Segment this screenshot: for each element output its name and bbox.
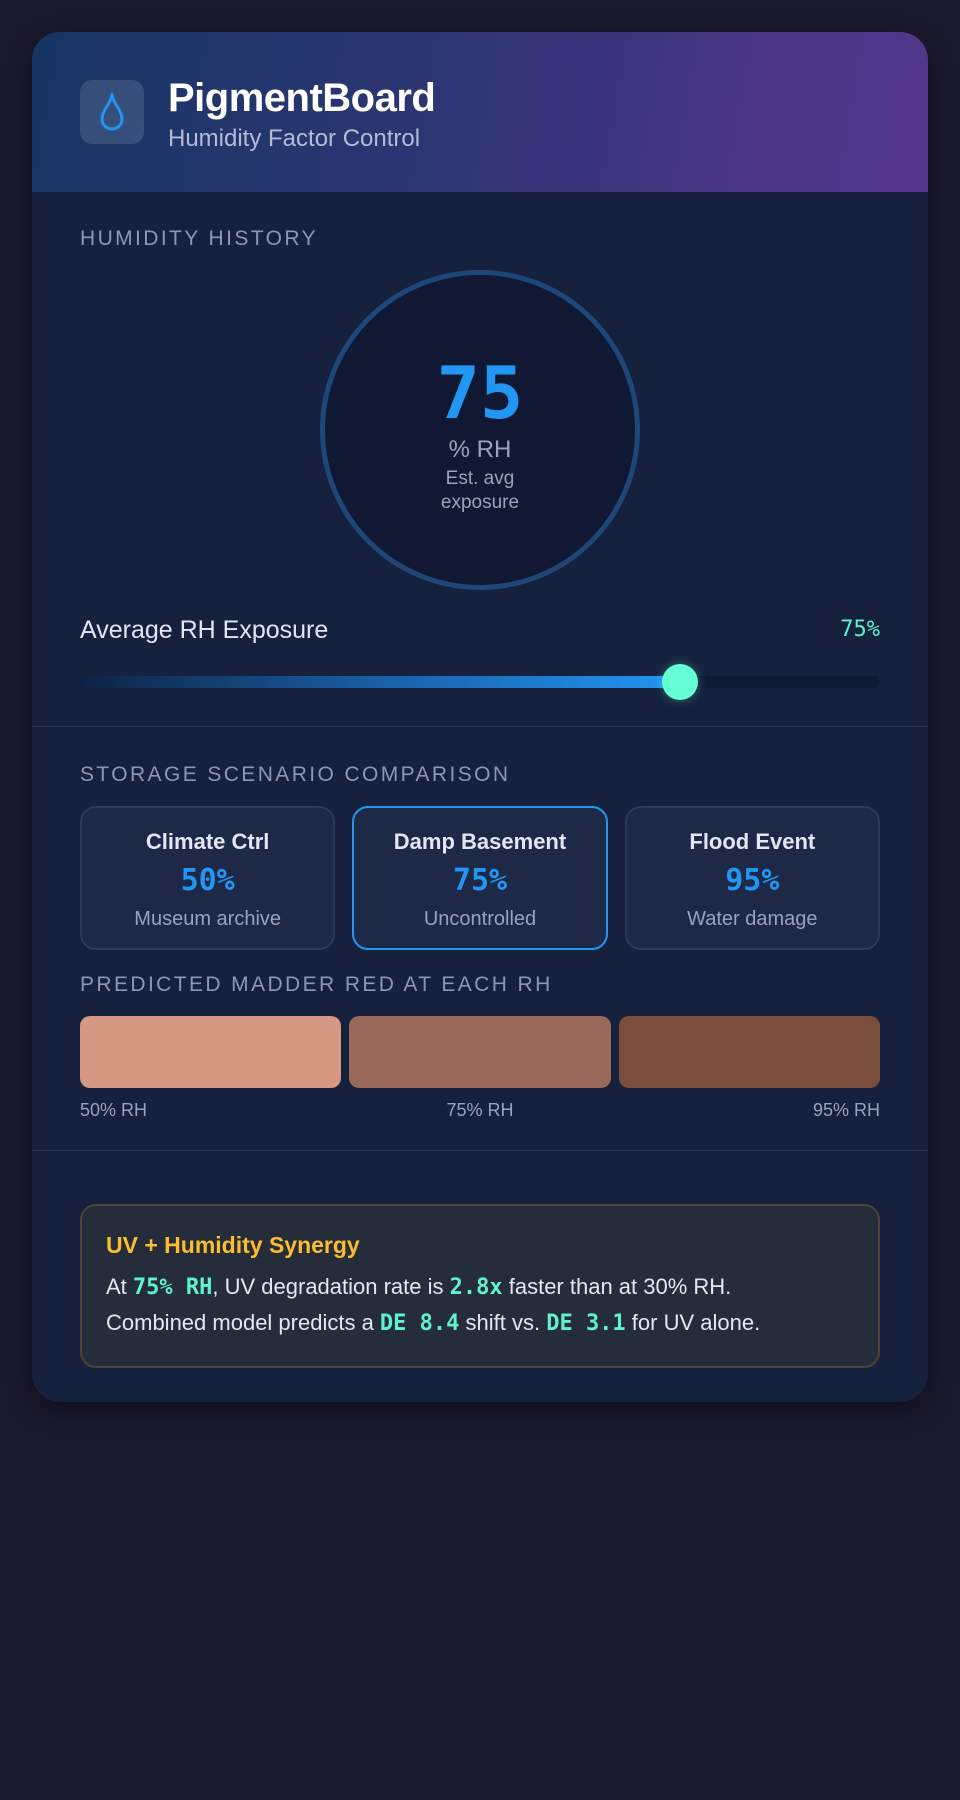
synergy-highlight: 2.8x	[449, 1275, 503, 1300]
synergy-highlight: DE 8.4	[379, 1311, 460, 1336]
rh-slider-fill	[80, 676, 680, 688]
scenario-name: Damp Basement	[393, 829, 567, 854]
scenario-card-climate-ctrl[interactable]: Climate Ctrl 50% Museum archive	[80, 806, 336, 950]
section-divider	[32, 1150, 928, 1151]
synergy-highlight: 75% RH	[132, 1275, 213, 1300]
rh-slider-label: Average RH Exposure	[80, 616, 329, 644]
scenario-card-damp-basement[interactable]: Damp Basement 75% Uncontrolled	[352, 806, 608, 950]
app-logo	[80, 80, 144, 144]
swatch-section-label: PREDICTED MADDER RED AT EACH RH	[80, 973, 553, 996]
color-swatch-95	[618, 1016, 880, 1088]
swatch-labels: 50% RH 75% RH 95% RH	[80, 1098, 880, 1122]
scenario-desc: Water damage	[687, 908, 818, 930]
swatch-label: 95% RH	[812, 1100, 880, 1120]
rh-slider-track[interactable]	[80, 664, 880, 700]
gauge-value: 75	[436, 351, 524, 435]
rh-slider-value: 75%	[840, 617, 880, 642]
scenario-card-flood-event[interactable]: Flood Event 95% Water damage	[624, 806, 880, 950]
color-swatch-50	[80, 1016, 342, 1088]
synergy-text: faster than at 30% RH.	[502, 1274, 732, 1299]
swatch-label: 50% RH	[80, 1100, 148, 1120]
main-card: PigmentBoard Humidity Factor Control HUM…	[32, 32, 928, 1402]
color-swatch-75	[349, 1016, 611, 1088]
color-swatch-row	[80, 1016, 880, 1088]
humidity-history-label: HUMIDITY HISTORY	[80, 227, 318, 250]
app-title: PigmentBoard	[168, 76, 436, 120]
gauge-unit: % RH	[448, 436, 512, 463]
synergy-text: for UV alone.	[625, 1310, 761, 1335]
synergy-line-2: Combined model predicts a DE 8.4 shift v…	[106, 1308, 760, 1339]
section-divider	[32, 726, 928, 727]
synergy-title: UV + Humidity Synergy	[106, 1232, 360, 1258]
scenario-rh: 50%	[180, 863, 235, 898]
scenario-section-label: STORAGE SCENARIO COMPARISON	[80, 763, 511, 786]
scenario-name: Climate Ctrl	[145, 829, 270, 854]
app-subtitle: Humidity Factor Control	[168, 125, 421, 152]
synergy-line-1: At 75% RH, UV degradation rate is 2.8x f…	[106, 1272, 731, 1303]
synergy-highlight: DE 3.1	[546, 1311, 626, 1336]
synergy-text: At	[106, 1274, 133, 1299]
synergy-text: shift vs.	[459, 1310, 547, 1335]
scenario-name: Flood Event	[689, 829, 816, 854]
app-header: PigmentBoard Humidity Factor Control	[32, 32, 928, 192]
synergy-text: , UV degradation rate is	[212, 1274, 450, 1299]
scenario-rh: 75%	[452, 863, 508, 898]
synergy-callout: UV + Humidity Synergy At 75% RH, UV degr…	[80, 1204, 880, 1368]
scenario-desc: Museum archive	[134, 908, 282, 930]
synergy-text: Combined model predicts a	[106, 1310, 380, 1335]
rh-slider-thumb[interactable]	[662, 664, 698, 700]
scenario-rh: 95%	[725, 863, 780, 898]
swatch-label: 75% RH	[446, 1100, 514, 1120]
scenario-list: Climate Ctrl 50% Museum archive Damp Bas…	[80, 806, 880, 950]
humidity-gauge: 75 % RH Est. avg exposure	[320, 270, 640, 590]
scenario-desc: Uncontrolled	[423, 908, 537, 930]
gauge-note: Est. avg exposure	[440, 468, 520, 513]
